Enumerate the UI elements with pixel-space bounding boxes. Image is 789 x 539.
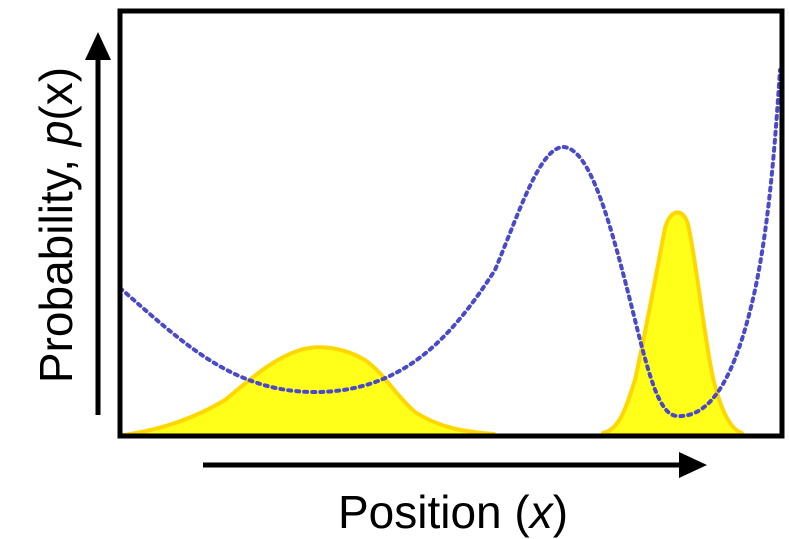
y-axis-label: Probability, p(x) <box>30 67 82 383</box>
plot-frame <box>117 8 785 439</box>
potential-curve <box>118 68 782 419</box>
y-axis-arrowhead <box>85 32 111 60</box>
probability-peak-right <box>601 210 744 437</box>
x-axis-arrowhead <box>679 452 707 478</box>
x-axis-label: Position (x) <box>338 486 568 538</box>
